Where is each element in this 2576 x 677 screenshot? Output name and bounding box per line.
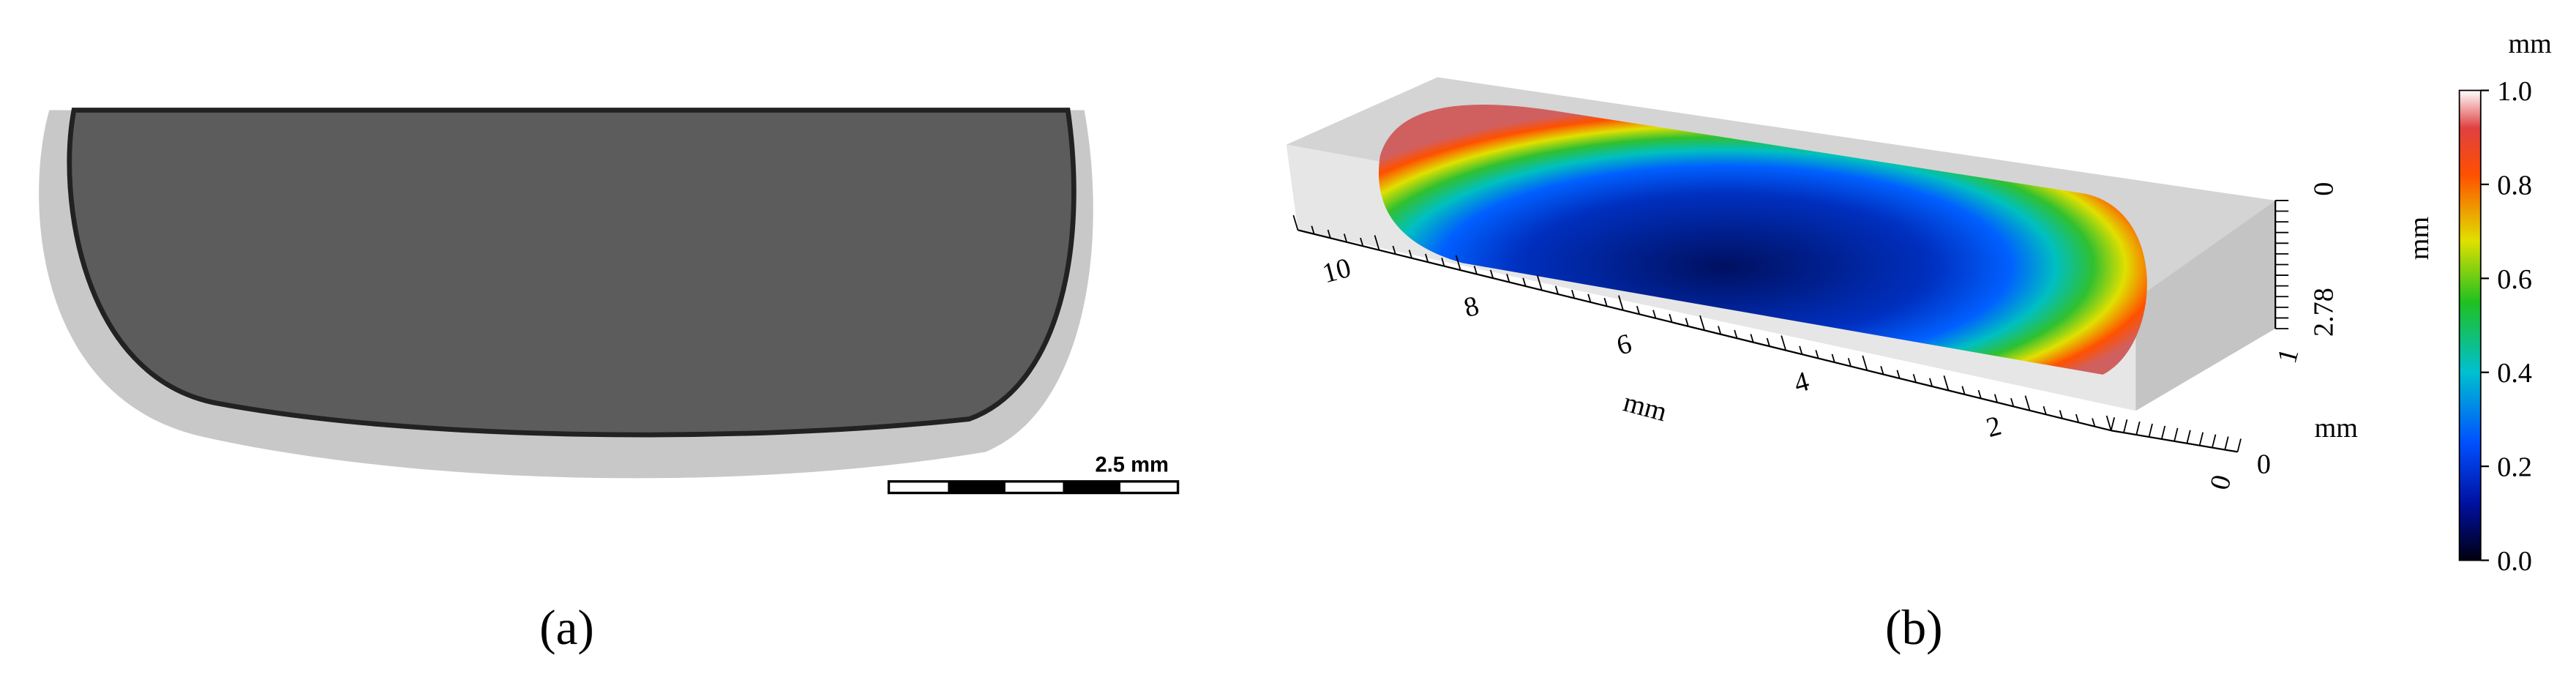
ruler-tick	[1441, 258, 1445, 266]
ruler-tick	[1292, 214, 1299, 231]
colorbar-tick-label: 1.0	[2497, 76, 2532, 107]
ruler-tick	[1536, 275, 1543, 291]
caption: (a)	[539, 600, 594, 655]
ruler-tick	[1699, 315, 1705, 331]
colorbar-tick-label: 0.2	[2497, 452, 2532, 483]
ruler-tick	[1961, 386, 1966, 395]
ruler-tick	[2043, 405, 2047, 415]
ruler-tick	[1815, 350, 1819, 359]
ruler-tick	[1880, 366, 1884, 375]
ruler-tick	[1943, 375, 1950, 391]
x-tick-label: 10	[1319, 253, 1355, 289]
ruler-tick	[2123, 419, 2128, 433]
ruler-tick	[1685, 318, 1689, 327]
ruler-tick	[1734, 329, 1738, 339]
x-axis-label: mm	[1620, 386, 1671, 427]
block-end	[2135, 200, 2276, 411]
panel-b: 10 8 6 4 2 mm 0 2.78 1 mm 0 0 1.0 0.8 0.6 0…	[1286, 29, 2552, 655]
ruler-tick	[1977, 389, 1982, 399]
caption: (b)	[1885, 600, 1943, 655]
ruler-tick	[2174, 427, 2179, 442]
ruler-tick	[1750, 334, 1754, 343]
colorbar-ticks: 1.0 0.8 0.6 0.4 0.2 0.0	[2480, 76, 2532, 577]
colorbar-tick-label: 0.8	[2497, 170, 2532, 201]
x-tick-label: 6	[1614, 328, 1635, 362]
ruler-tick	[1766, 337, 1770, 347]
ruler-tick	[1928, 378, 1933, 387]
ruler-tick	[1831, 354, 1835, 363]
ruler-tick	[1392, 245, 1396, 255]
ruler-tick	[1718, 326, 1722, 335]
ruler-tick	[1862, 355, 1868, 371]
ruler-tick	[1360, 237, 1364, 247]
ruler-tick	[2198, 432, 2204, 446]
panel-a: 2.5 mm (a)	[39, 108, 1180, 655]
x-axis-ticks	[1292, 200, 2289, 452]
ruler-tick	[1425, 253, 1429, 263]
x-tick-label: 4	[1791, 366, 1812, 400]
colorbar-tick-label: 0.0	[2497, 546, 2532, 577]
ruler-tick	[1993, 394, 1998, 403]
ruler-tick	[1571, 289, 1576, 299]
ruler-tick	[1522, 277, 1527, 287]
x-tick-label: 2	[1983, 411, 2004, 444]
x-tick-label: 8	[1461, 291, 1482, 324]
z-tick-label: 0	[2309, 182, 2340, 196]
y-tick-label: 0	[2257, 449, 2271, 480]
scale-bar-segment	[948, 481, 1006, 493]
ruler-tick	[1554, 285, 1559, 295]
scale-bar-segment	[1063, 481, 1121, 493]
ruler-tick	[2092, 418, 2096, 427]
ruler-tick	[2212, 434, 2217, 448]
micrograph	[67, 108, 1077, 438]
ruler-tick	[2160, 425, 2166, 440]
y-axis-label: mm	[2315, 413, 2359, 444]
scale-bar	[887, 480, 1180, 495]
ruler-tick	[1847, 358, 1852, 367]
ruler-tick	[1343, 233, 1348, 243]
colorbar-tick-label: 0.6	[2497, 264, 2532, 295]
ruler-tick	[1781, 335, 1787, 351]
ruler-tick	[1912, 374, 1917, 383]
ruler-tick	[1374, 235, 1380, 250]
ruler-tick	[2075, 414, 2080, 423]
ruler-tick	[1408, 250, 1412, 258]
colorbar-title: mm	[2508, 29, 2552, 59]
ruler-tick	[2148, 423, 2153, 438]
ruler-tick	[1652, 310, 1657, 319]
ruler-tick	[1455, 255, 1461, 271]
ruler-tick	[1636, 305, 1641, 315]
ruler-tick	[1587, 293, 1592, 303]
ruler-tick	[2105, 415, 2112, 431]
ruler-tick	[1327, 229, 1331, 239]
colorbar	[2458, 89, 2482, 561]
y-tick-label: 1	[2272, 345, 2305, 367]
ruler-tick	[2010, 397, 2015, 407]
ruler-tick	[1669, 313, 1673, 323]
ruler-tick	[2186, 430, 2191, 444]
ruler-tick	[1489, 269, 1494, 279]
ruler-tick	[1311, 225, 1315, 235]
ruler-tick	[1799, 345, 1803, 355]
z-tick-label: 2.78	[2309, 288, 2340, 337]
ruler-tick	[2135, 421, 2141, 435]
ruler-tick	[2236, 438, 2242, 452]
colorbar-tick-label: 0.4	[2497, 358, 2532, 389]
ruler-tick	[2110, 417, 2116, 431]
ruler-tick	[2059, 410, 2063, 419]
colorbar-label: mm	[2404, 217, 2435, 261]
ruler-tick	[1618, 295, 1624, 311]
ruler-tick	[1506, 274, 1510, 283]
cavity-surface	[1379, 104, 2147, 375]
scale-bar-label: 2.5 mm	[1095, 453, 1169, 476]
ruler-tick	[1473, 266, 1478, 274]
y-axis-line	[2111, 430, 2238, 453]
ruler-tick	[1896, 370, 1901, 379]
ruler-tick	[2024, 395, 2031, 411]
ruler-tick	[2224, 436, 2229, 450]
ruler-tick	[1603, 297, 1608, 307]
y-tick-label: 0	[2204, 472, 2238, 493]
